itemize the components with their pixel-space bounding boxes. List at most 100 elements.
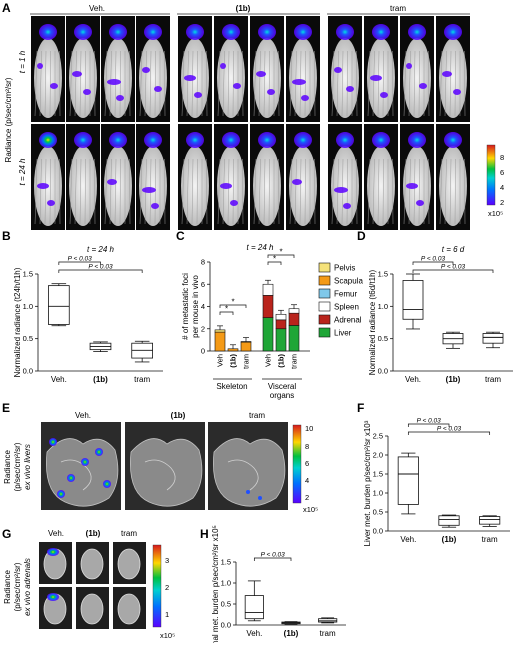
box-iqr xyxy=(48,285,70,325)
panel-g-colorbar xyxy=(152,544,162,628)
x-tick-label: Veh. xyxy=(400,535,416,544)
y-tick-label: 1.0 xyxy=(378,302,388,311)
bar-segment-liver xyxy=(288,325,300,352)
y-tick-label: 6 xyxy=(201,280,205,289)
box-iqr xyxy=(244,595,264,620)
chart-title: t = 6 d xyxy=(442,245,465,254)
y-tick-label: 0.5 xyxy=(373,508,383,517)
y-axis-label: Normalized radiance (t6d/t1h) xyxy=(368,269,377,375)
adrenal-image xyxy=(39,587,72,629)
y-tick-label: 1.5 xyxy=(23,270,33,279)
x-tick-label: (1b) xyxy=(229,354,238,368)
panel-label-h: H xyxy=(200,527,209,541)
panel-a-group-1b: (1b) xyxy=(236,4,251,13)
x-tick-label: tram xyxy=(320,629,336,638)
panel-g-cb-tick: 1 xyxy=(165,610,169,619)
bar-segment-adrenal xyxy=(288,312,300,326)
box-2 xyxy=(479,515,501,527)
bar-segment-liver xyxy=(262,317,274,352)
adrenal-images xyxy=(39,542,146,629)
liver-images xyxy=(41,422,288,510)
y-tick-label: 0.0 xyxy=(373,527,383,536)
chart-title: t = 24 h xyxy=(247,243,274,252)
mouse-image xyxy=(66,16,100,122)
significance-bracket xyxy=(407,431,491,435)
y-tick-label: 0.5 xyxy=(23,334,33,343)
panel-a-group-tram: tram xyxy=(390,4,406,13)
panel-a-colorbar xyxy=(486,144,496,206)
y-tick-label: 2.0 xyxy=(373,451,383,460)
group-label: organs xyxy=(270,391,294,400)
panel-g-cb-unit: x10⁵ xyxy=(160,631,175,640)
group-label: Visceral xyxy=(268,382,297,391)
x-tick-label: (1b) xyxy=(277,354,286,368)
significance-bracket xyxy=(58,269,143,273)
panel-e: Radiance (p/sec/cm²/sr) ex vivo livers V… xyxy=(3,411,318,514)
mouse-image xyxy=(101,16,135,122)
box-1 xyxy=(442,331,464,349)
mouse-image xyxy=(31,16,65,122)
mouse-image xyxy=(364,16,398,122)
y-tick-label: 0.5 xyxy=(378,334,388,343)
mouse-image xyxy=(136,16,170,122)
panel-e-cb-tick: 8 xyxy=(305,442,309,451)
panel-a-ylabel: Radiance (p/sec/cm²/sr) xyxy=(4,77,13,162)
panel-g: Radiance (p/sec/cm²/sr) ex vivo adrenals… xyxy=(3,529,175,640)
bar-segment-scapula xyxy=(240,341,252,352)
panel-e-group-veh: Veh. xyxy=(75,411,91,420)
legend-label: Adrenal xyxy=(334,316,362,325)
bar-segment-scapula xyxy=(214,331,226,352)
x-tick-label: Veh xyxy=(216,354,225,367)
x-tick-label: (1b) xyxy=(93,375,108,384)
significance-label: P < 0.03 xyxy=(68,256,93,263)
mouse-image xyxy=(286,16,320,122)
chart-title: t = 24 h xyxy=(87,245,114,254)
bar-segment-scapula xyxy=(227,348,239,352)
mouse-image xyxy=(400,124,434,230)
adrenal-image xyxy=(113,587,146,629)
y-axis-label: per mouse in vivo xyxy=(191,275,200,338)
x-tick-label: tram xyxy=(485,375,501,384)
significance-bracket xyxy=(219,304,247,308)
legend-label: Femur xyxy=(334,290,357,299)
adrenal-image xyxy=(76,587,109,629)
bar-segment-spleen xyxy=(262,283,274,296)
panel-a-row-1h: t = 1 h xyxy=(18,50,27,73)
panel-label-c: C xyxy=(176,229,185,243)
x-tick-label: tram xyxy=(290,354,299,369)
box-2 xyxy=(318,617,338,624)
legend-swatch xyxy=(318,275,331,286)
significance-label: P < 0.03 xyxy=(261,552,286,559)
panel-e-group-1b: (1b) xyxy=(171,411,186,420)
significance-label: P < 0.03 xyxy=(88,264,113,271)
y-tick-label: 8 xyxy=(201,258,205,267)
bar-segment-adrenal xyxy=(262,295,274,318)
x-tick-label: (1b) xyxy=(446,375,461,384)
y-tick-label: 2.5 xyxy=(373,432,383,441)
group-label: Skeleton xyxy=(216,382,247,391)
y-tick-label: 0.0 xyxy=(378,367,388,376)
mouse-image xyxy=(328,16,362,122)
legend-swatch xyxy=(318,288,331,299)
panel-e-cb-tick: 6 xyxy=(305,459,309,468)
mouse-image xyxy=(214,124,248,230)
mouse-image-grid xyxy=(31,16,470,230)
y-tick-label: 0.5 xyxy=(221,600,231,609)
y-tick-label: 1.5 xyxy=(221,558,231,567)
mouse-image xyxy=(178,16,212,122)
panel-e-ylabel: (p/sec/cm²/sr) xyxy=(13,442,22,491)
significance-label: P < 0.03 xyxy=(437,426,462,433)
box-1 xyxy=(281,621,301,625)
significance-label: P < 0.03 xyxy=(421,256,446,263)
mouse-image xyxy=(436,16,470,122)
box-0 xyxy=(244,580,264,622)
y-tick-label: 1.5 xyxy=(378,270,388,279)
box-iqr xyxy=(482,333,504,344)
liver-image xyxy=(125,422,205,510)
panel-label-e: E xyxy=(2,401,10,415)
box-1 xyxy=(89,341,112,353)
legend-label: Liver xyxy=(334,329,352,338)
panel-label-a: A xyxy=(2,1,11,15)
y-tick-label: 2 xyxy=(201,324,205,333)
